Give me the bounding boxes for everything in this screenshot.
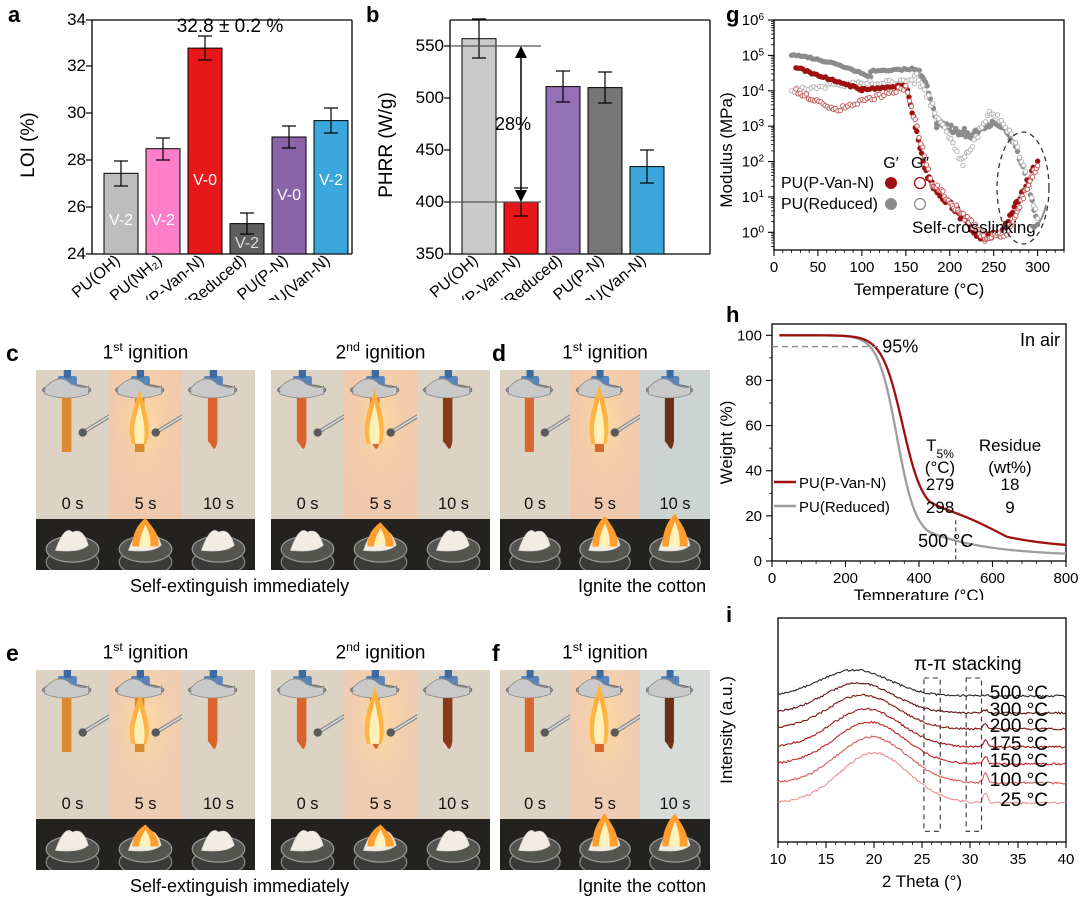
svg-text:V-0: V-0 <box>277 187 301 204</box>
svg-text:298: 298 <box>926 498 954 517</box>
svg-text:30: 30 <box>962 851 979 868</box>
svg-text:500: 500 <box>416 88 444 107</box>
svg-text:Modulus (MPa): Modulus (MPa) <box>717 92 736 207</box>
svg-text:V-2: V-2 <box>151 212 175 229</box>
svg-text:25: 25 <box>914 851 931 868</box>
svg-text:Temperature (°C): Temperature (°C) <box>854 280 985 299</box>
svg-text:500 °C: 500 °C <box>918 531 973 551</box>
svg-text:0: 0 <box>768 570 776 587</box>
svg-text:b: b <box>366 2 379 27</box>
svg-text:60: 60 <box>745 418 762 435</box>
svg-text:5 s: 5 s <box>370 495 392 513</box>
svg-text:200: 200 <box>833 570 858 587</box>
svg-text:5 s: 5 s <box>594 795 616 813</box>
svg-text:18: 18 <box>1001 475 1020 494</box>
svg-text:PU(Reduced): PU(Reduced) <box>781 196 878 213</box>
svg-text:0 s: 0 s <box>62 495 84 513</box>
svg-text:h: h <box>726 302 739 327</box>
svg-text:50: 50 <box>810 259 827 276</box>
svg-text:0 s: 0 s <box>524 795 546 813</box>
svg-text:10 s: 10 s <box>660 495 691 513</box>
svg-text:15: 15 <box>818 851 835 868</box>
svg-text:30: 30 <box>67 103 86 122</box>
svg-text:PHRR (W/g): PHRR (W/g) <box>376 92 397 198</box>
svg-text:300: 300 <box>1025 259 1050 276</box>
svg-text:20: 20 <box>745 508 762 525</box>
svg-text:400: 400 <box>416 192 444 211</box>
svg-text:0 s: 0 s <box>62 795 84 813</box>
svg-text:i: i <box>726 602 732 627</box>
svg-text:5 s: 5 s <box>135 795 157 813</box>
svg-text:20: 20 <box>866 851 883 868</box>
svg-text:32: 32 <box>67 56 86 75</box>
svg-text:28%: 28% <box>495 114 531 134</box>
svg-text:5 s: 5 s <box>594 495 616 513</box>
svg-text:40: 40 <box>1058 851 1075 868</box>
svg-text:V-2: V-2 <box>319 172 343 189</box>
svg-text:9: 9 <box>1005 498 1014 517</box>
svg-text:150: 150 <box>893 259 918 276</box>
svg-text:800: 800 <box>1053 570 1078 587</box>
svg-text:100 °C: 100 °C <box>990 770 1048 791</box>
svg-text:Residue: Residue <box>979 436 1041 455</box>
svg-text:0 s: 0 s <box>524 495 546 513</box>
svg-text:279: 279 <box>926 475 954 494</box>
svg-text:0: 0 <box>770 259 778 276</box>
svg-text:250: 250 <box>981 259 1006 276</box>
svg-text:PU(P-Van-N): PU(P-Van-N) <box>799 475 886 492</box>
svg-text:80: 80 <box>745 372 762 389</box>
svg-text:V-0: V-0 <box>193 172 217 189</box>
svg-text:In air: In air <box>1020 330 1060 350</box>
svg-text:LOI (%): LOI (%) <box>18 112 39 177</box>
svg-text:26: 26 <box>67 197 86 216</box>
svg-text:PU(Reduced): PU(Reduced) <box>799 499 890 516</box>
svg-text:0: 0 <box>754 553 762 570</box>
svg-text:95%: 95% <box>882 337 918 357</box>
svg-text:0 s: 0 s <box>297 795 319 813</box>
svg-text:10 s: 10 s <box>203 495 234 513</box>
svg-text:400: 400 <box>906 570 931 587</box>
svg-text:350: 350 <box>416 244 444 263</box>
svg-text:25 °C: 25 °C <box>1000 790 1048 811</box>
svg-text:450: 450 <box>416 140 444 159</box>
svg-text:G″: G″ <box>911 155 929 172</box>
svg-text:100: 100 <box>849 259 874 276</box>
svg-text:V-2: V-2 <box>235 235 259 252</box>
svg-text:600: 600 <box>980 570 1005 587</box>
svg-text:5 s: 5 s <box>370 795 392 813</box>
svg-text:a: a <box>8 2 21 27</box>
svg-text:10 s: 10 s <box>438 795 469 813</box>
svg-text:PU(P-Van-N): PU(P-Van-N) <box>781 175 874 192</box>
svg-text:π-π stacking: π-π stacking <box>914 654 1022 675</box>
svg-text:5 s: 5 s <box>135 495 157 513</box>
svg-text:28: 28 <box>67 150 86 169</box>
svg-text:2 Theta (°): 2 Theta (°) <box>882 872 962 891</box>
svg-text:G′: G′ <box>883 155 898 172</box>
svg-text:34: 34 <box>67 10 86 29</box>
svg-text:g: g <box>726 2 739 27</box>
svg-text:100: 100 <box>737 327 762 344</box>
svg-text:Self-crosslinking: Self-crosslinking <box>912 218 1036 237</box>
svg-text:35: 35 <box>1010 851 1027 868</box>
svg-text:Intensity (a.u.): Intensity (a.u.) <box>717 676 736 784</box>
svg-text:Weight (%): Weight (%) <box>717 401 736 485</box>
svg-text:10 s: 10 s <box>660 795 691 813</box>
svg-text:10 s: 10 s <box>203 795 234 813</box>
svg-text:550: 550 <box>416 36 444 55</box>
svg-text:V-2: V-2 <box>109 212 133 229</box>
svg-text:40: 40 <box>745 463 762 480</box>
svg-text:0 s: 0 s <box>297 495 319 513</box>
svg-text:150 °C: 150 °C <box>990 751 1048 772</box>
svg-text:10 s: 10 s <box>438 495 469 513</box>
svg-text:24: 24 <box>67 244 86 263</box>
svg-text:200: 200 <box>937 259 962 276</box>
svg-text:32.8 ± 0.2 %: 32.8 ± 0.2 % <box>177 16 284 37</box>
svg-text:10: 10 <box>770 851 787 868</box>
